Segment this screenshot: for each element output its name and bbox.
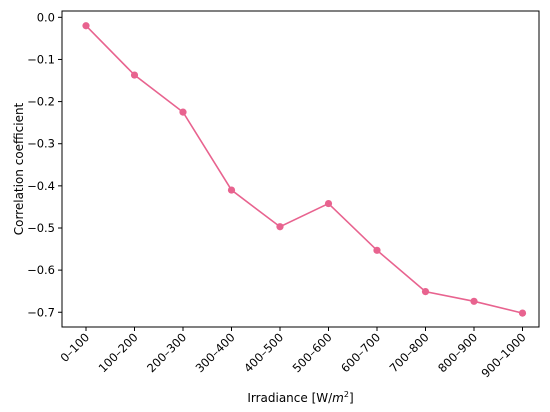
x-tick-label: 200–300 (144, 330, 189, 375)
y-tick-label: −0.7 (27, 305, 55, 319)
data-point (276, 223, 284, 231)
y-tick-label: −0.4 (27, 179, 55, 193)
data-point (373, 246, 381, 254)
data-point (470, 297, 478, 305)
x-tick-label: 0–100 (57, 330, 92, 365)
y-tick-label: −0.3 (27, 137, 55, 151)
data-point (421, 288, 430, 296)
series-points (82, 22, 527, 317)
x-tick-label: 800–900 (435, 330, 480, 375)
x-axis: 0–100 100–200 200–300 300–400 400–500 500–600… (57, 327, 529, 380)
x-tick-label: 500–600 (290, 330, 335, 375)
x-tick-label: 100–200 (96, 330, 141, 375)
data-point (227, 186, 236, 194)
y-tick-label: 0.0 (37, 10, 55, 24)
y-axis-title: Correlation coefficient (12, 102, 26, 235)
data-point (324, 199, 333, 208)
y-tick-label: −0.1 (27, 52, 55, 66)
x-tick-label: 700–800 (387, 330, 432, 375)
series-line (85, 25, 523, 314)
y-tick-label: −0.5 (27, 221, 55, 235)
x-tick-label: 400–500 (241, 330, 286, 375)
data-point (82, 22, 90, 30)
x-axis-title: Irradiance [W/m2] (247, 390, 353, 405)
data-point (518, 309, 527, 317)
plot-frame (61, 10, 540, 328)
x-tick-label: 900–1000 (478, 330, 528, 380)
y-tick-label: −0.6 (27, 263, 55, 277)
data-point (179, 108, 187, 116)
y-tick-label: −0.2 (27, 95, 55, 109)
x-tick-label: 300–400 (193, 330, 238, 375)
y-axis: 0.0 −0.1 −0.2 −0.3 −0.4 −0.5 −0.6 −0.7 (27, 10, 62, 319)
x-tick-label: 600–700 (338, 330, 383, 375)
data-point (130, 71, 139, 79)
